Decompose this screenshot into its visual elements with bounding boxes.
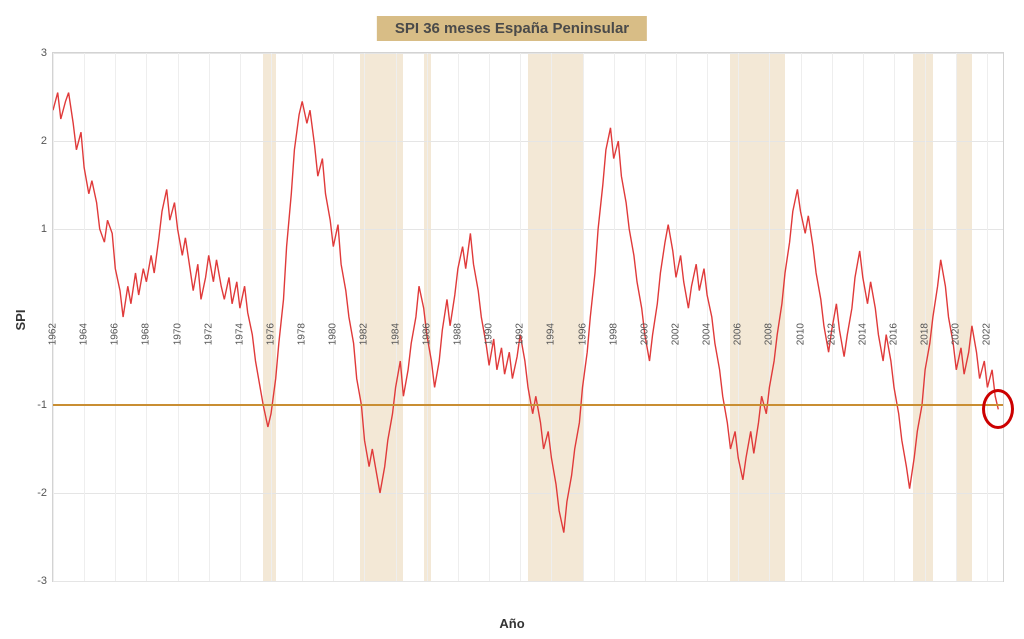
- x-tick-label: 1982: [359, 323, 370, 345]
- x-tick-label: 1992: [515, 323, 526, 345]
- x-tick-label: 1998: [608, 323, 619, 345]
- x-tick-label: 1984: [390, 323, 401, 345]
- x-tick-label: 2000: [639, 323, 650, 345]
- y-tick-label: 1: [41, 223, 47, 235]
- x-tick-label: 2004: [702, 323, 713, 345]
- y-axis-label: SPI: [13, 309, 28, 330]
- x-tick-label: 1986: [421, 323, 432, 345]
- x-tick-label: 2006: [733, 323, 744, 345]
- x-tick-label: 1980: [328, 323, 339, 345]
- x-tick-label: 1990: [484, 323, 495, 345]
- x-tick-label: 1968: [141, 323, 152, 345]
- spi-line: [53, 93, 998, 533]
- x-tick-label: 1988: [452, 323, 463, 345]
- x-tick-label: 1978: [297, 323, 308, 345]
- x-tick-label: 2014: [857, 323, 868, 345]
- x-tick-label: 1974: [234, 323, 245, 345]
- x-tick-label: 1976: [266, 323, 277, 345]
- x-tick-label: 2016: [888, 323, 899, 345]
- x-tick-label: 2012: [826, 323, 837, 345]
- highlight-circle: [982, 389, 1014, 429]
- x-tick-label: 2010: [795, 323, 806, 345]
- x-tick-label: 2018: [920, 323, 931, 345]
- gridline: [53, 581, 1003, 582]
- x-tick-label: 1962: [48, 323, 59, 345]
- y-tick-label: 2: [41, 135, 47, 147]
- x-tick-label: 1970: [172, 323, 183, 345]
- x-tick-label: 2022: [982, 323, 993, 345]
- chart-title: SPI 36 meses España Peninsular: [377, 16, 647, 41]
- y-tick-label: -2: [37, 487, 47, 499]
- x-tick-label: 2020: [951, 323, 962, 345]
- x-axis-label: Año: [499, 616, 524, 631]
- y-tick-label: 3: [41, 47, 47, 59]
- x-tick-label: 1972: [203, 323, 214, 345]
- y-tick-label: -3: [37, 575, 47, 587]
- x-tick-label: 2002: [670, 323, 681, 345]
- y-tick-label: -1: [37, 399, 47, 411]
- x-tick-label: 2008: [764, 323, 775, 345]
- line-series: [53, 53, 1003, 581]
- x-tick-label: 1996: [577, 323, 588, 345]
- x-tick-label: 1966: [110, 323, 121, 345]
- plot-area: -3-2-11231962196419661968197019721974197…: [52, 52, 1004, 582]
- x-tick-label: 1994: [546, 323, 557, 345]
- x-tick-label: 1964: [79, 323, 90, 345]
- reference-line: [53, 404, 1003, 406]
